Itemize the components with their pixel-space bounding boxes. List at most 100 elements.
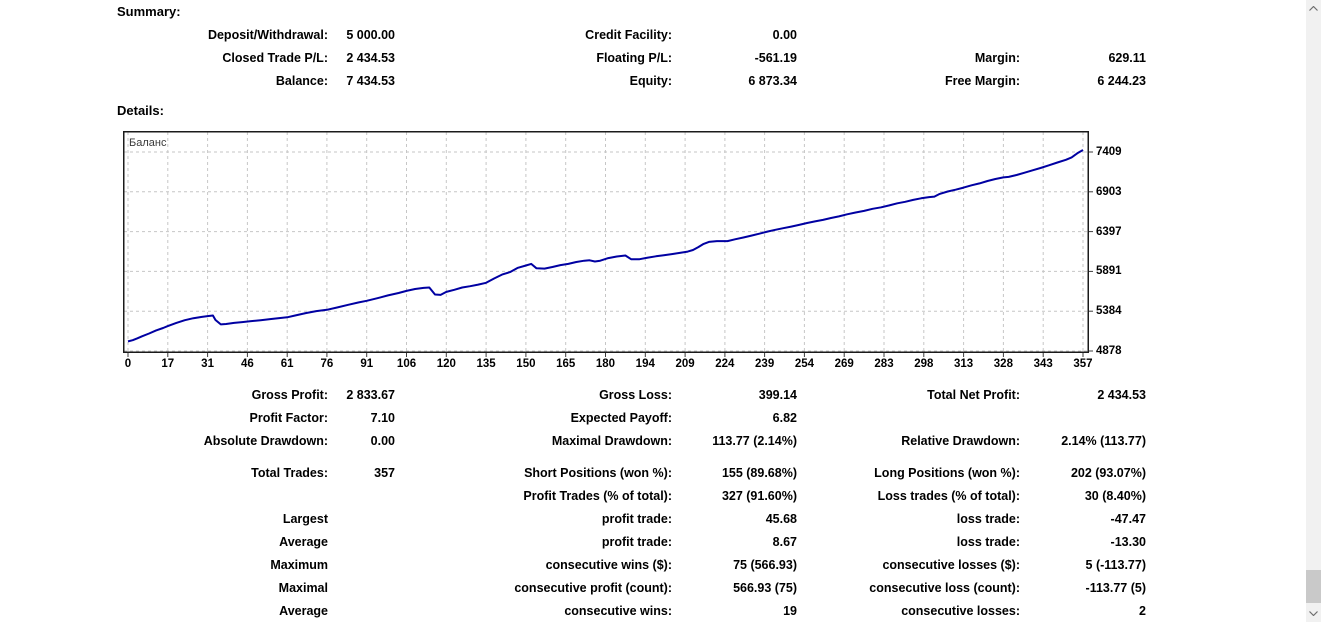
stat-value: 6 244.23 <box>1097 74 1146 88</box>
stat-label: Gross Loss: <box>599 388 672 402</box>
stat-value: 19 <box>783 604 797 618</box>
stat-label: Total Trades: <box>251 466 328 480</box>
x-axis-label: 46 <box>240 358 254 370</box>
x-axis-label: 180 <box>595 358 616 370</box>
details-heading: Details: <box>117 103 164 118</box>
stat-value: 2 833.67 <box>346 388 395 402</box>
stat-value: 0.00 <box>370 434 395 448</box>
stat-value: 5 000.00 <box>346 28 395 42</box>
x-axis-label: 165 <box>556 358 576 370</box>
x-axis-label: 106 <box>396 358 417 370</box>
stat-value: 6.82 <box>772 411 797 425</box>
scroll-down-button[interactable] <box>1306 605 1321 622</box>
stat-value: 155 (89.68%) <box>721 466 797 480</box>
stat-label: Equity: <box>629 74 672 88</box>
stat-value: 2 434.53 <box>346 51 395 65</box>
y-axis-label: 7409 <box>1096 146 1122 158</box>
stat-value: 7.10 <box>370 411 395 425</box>
x-axis-label: 135 <box>476 358 496 370</box>
stat-value: 2 434.53 <box>1097 388 1146 402</box>
stat-label: Absolute Drawdown: <box>203 434 328 448</box>
stat-label: Loss trades (% of total): <box>877 489 1020 503</box>
x-axis-label: 298 <box>914 358 934 370</box>
summary-heading: Summary: <box>117 4 181 19</box>
stat-label: Deposit/Withdrawal: <box>207 28 328 42</box>
y-axis-label: 5891 <box>1096 265 1122 278</box>
y-axis-label: 6903 <box>1096 185 1122 198</box>
x-axis-label: 328 <box>993 358 1013 370</box>
stat-label: Long Positions (won %): <box>874 466 1020 480</box>
stat-label: Closed Trade P/L: <box>222 51 328 65</box>
chevron-up-icon <box>1309 6 1318 11</box>
x-axis-label: 357 <box>1073 358 1093 370</box>
stat-label: loss trade: <box>956 535 1020 549</box>
stat-label: consecutive losses: <box>901 604 1020 618</box>
stat-value: 202 (93.07%) <box>1070 466 1146 480</box>
stat-label: Profit Factor: <box>249 411 328 425</box>
chevron-down-icon <box>1309 611 1318 616</box>
stat-value: -47.47 <box>1110 512 1146 526</box>
scrollbar-thumb[interactable] <box>1306 570 1321 603</box>
x-axis-label: 31 <box>201 358 214 370</box>
stat-label: Maximal <box>278 581 328 595</box>
stat-label: Margin: <box>974 51 1020 65</box>
stat-label: loss trade: <box>956 512 1020 526</box>
stat-label: consecutive profit (count): <box>514 581 672 595</box>
x-axis-label: 150 <box>516 358 536 370</box>
svg-text:Баланс: Баланс <box>129 137 167 149</box>
x-axis-label: 254 <box>794 358 815 370</box>
stat-value: 0.00 <box>772 28 797 42</box>
x-axis-label: 283 <box>874 358 894 370</box>
stat-label: Average <box>279 604 328 618</box>
x-axis-label: 17 <box>161 358 175 370</box>
stat-value: 30 (8.40%) <box>1084 489 1146 503</box>
stat-value: -13.30 <box>1110 535 1146 549</box>
stat-label: Relative Drawdown: <box>901 434 1020 448</box>
stat-label: profit trade: <box>601 535 672 549</box>
x-axis-label: 239 <box>755 358 775 370</box>
y-axis-label: 4878 <box>1096 345 1122 357</box>
stat-value: -561.19 <box>754 51 797 65</box>
stat-label: profit trade: <box>601 512 672 526</box>
stat-label: Maximum <box>270 558 328 572</box>
stat-label: Largest <box>282 512 328 526</box>
stat-label: Balance: <box>275 74 328 88</box>
x-axis-label: 76 <box>320 358 334 370</box>
stat-label: Profit Trades (% of total): <box>523 489 672 503</box>
stat-label: Maximal Drawdown: <box>551 434 672 448</box>
x-axis-label: 194 <box>635 358 655 370</box>
x-axis-label: 120 <box>436 358 456 370</box>
x-axis-label: 224 <box>715 358 735 370</box>
balance-chart-svg: Баланс <box>123 131 1093 357</box>
stat-value: 2 <box>1139 604 1146 618</box>
stat-value: 75 (566.93) <box>733 558 797 572</box>
vertical-scrollbar[interactable] <box>1306 0 1321 622</box>
x-axis-label: 269 <box>834 358 854 370</box>
stat-value: 8.67 <box>772 535 797 549</box>
stat-label: consecutive loss (count): <box>869 581 1020 595</box>
stat-value: 566.93 (75) <box>733 581 797 595</box>
stat-label: Floating P/L: <box>596 51 672 65</box>
stat-value: 357 <box>374 466 395 480</box>
stat-label: Expected Payoff: <box>570 411 672 425</box>
stat-value: 2.14% (113.77) <box>1061 434 1146 448</box>
stat-label: consecutive losses ($): <box>882 558 1020 572</box>
stat-value: 629.11 <box>1108 51 1146 65</box>
x-axis-label: 61 <box>280 358 294 370</box>
stat-label: consecutive wins ($): <box>545 558 672 572</box>
x-axis-label: 209 <box>675 358 695 370</box>
stat-label: consecutive wins: <box>564 604 672 618</box>
stat-label: Short Positions (won %): <box>524 466 672 480</box>
stat-label: Credit Facility: <box>585 28 672 42</box>
stat-value: 113.77 (2.14%) <box>712 434 797 448</box>
stat-value: 399.14 <box>758 388 797 402</box>
stat-label: Average <box>279 535 328 549</box>
stat-value: 6 873.34 <box>748 74 797 88</box>
stat-value: 5 (-113.77) <box>1085 558 1146 572</box>
x-axis-label: 343 <box>1033 358 1053 370</box>
scroll-up-button[interactable] <box>1306 0 1321 17</box>
x-axis-label: 313 <box>953 358 974 370</box>
stat-label: Total Net Profit: <box>927 388 1020 402</box>
y-axis-label: 6397 <box>1096 225 1122 238</box>
